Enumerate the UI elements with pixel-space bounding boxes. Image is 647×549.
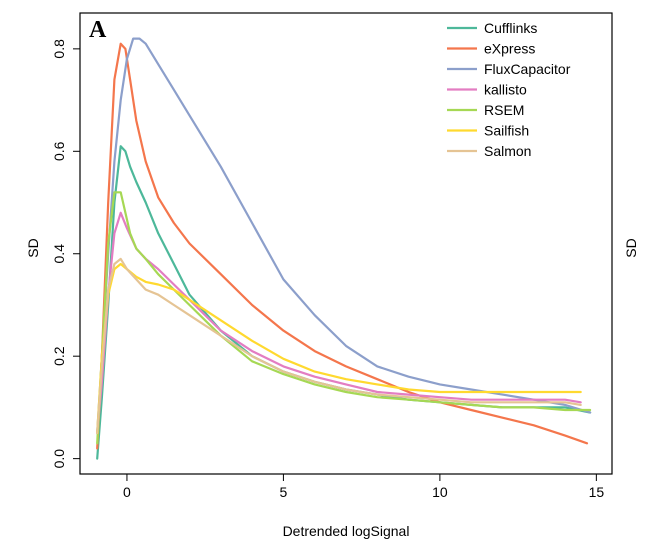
x-axis-label: Detrended logSignal (283, 523, 410, 539)
series-line-fluxcapacitor (96, 37, 592, 435)
x-tick-label: 15 (589, 484, 605, 500)
x-tick-label: 10 (432, 484, 448, 500)
y-axis-label: SD (25, 238, 41, 257)
y-tick-label: 0.2 (51, 346, 67, 366)
plot-frame (79, 12, 613, 475)
panel-label: A (89, 17, 107, 43)
legend-label: kallisto (484, 82, 527, 98)
legend-label: Sailfish (484, 123, 529, 139)
y-tick-label: 0.8 (51, 39, 67, 59)
right-y-axis-label: SD (623, 238, 639, 257)
legend-label: eXpress (484, 41, 535, 57)
y-tick-label: 0.6 (51, 141, 67, 161)
series-line-salmon (96, 257, 582, 435)
y-tick-label: 0.4 (51, 244, 67, 264)
x-tick-label: 0 (123, 484, 131, 500)
legend-label: RSEM (484, 102, 524, 118)
series-line-express (96, 42, 589, 450)
x-tick-label: 5 (280, 484, 288, 500)
legend-label: FluxCapacitor (484, 61, 571, 77)
series-line-sailfish (96, 262, 582, 435)
legend-label: Cufflinks (484, 20, 537, 36)
legend-label: Salmon (484, 143, 531, 159)
y-tick-label: 0.0 (51, 449, 67, 469)
series-line-kallisto (96, 211, 582, 435)
series-line-rsem (96, 191, 592, 445)
